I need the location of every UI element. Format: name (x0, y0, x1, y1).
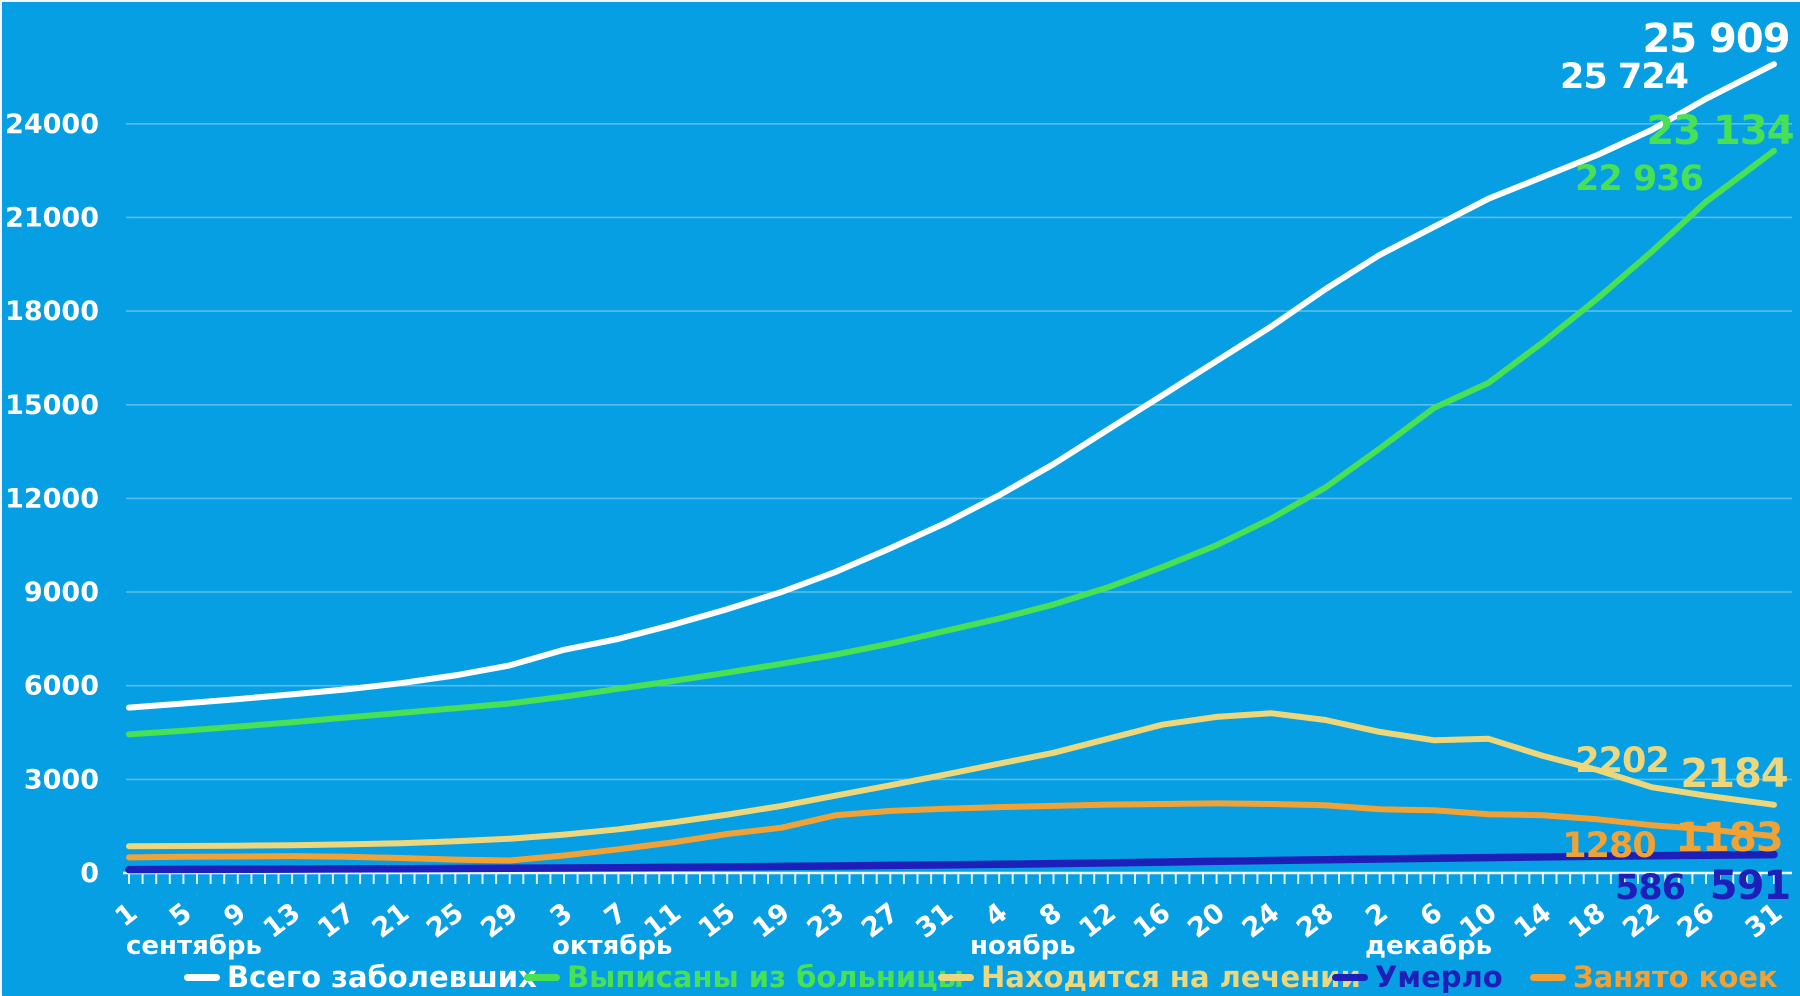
line-under-treatment (126, 710, 1777, 850)
legend-item-deaths: Умерло (1332, 958, 1503, 996)
line-discharged (126, 147, 1777, 738)
value-label-22936: 22 936 (1575, 159, 1703, 199)
month-label-сентябрь: сентябрь (126, 931, 262, 961)
value-label-2202: 2202 (1575, 741, 1668, 781)
line-total-cases (126, 61, 1777, 711)
legend-label-total-cases: Всего заболевших (227, 960, 537, 994)
y-axis-label-21000: 21000 (5, 202, 99, 233)
month-label-ноябрь: ноябрь (970, 931, 1076, 961)
y-axis-label-9000: 9000 (24, 577, 99, 608)
value-label-2184: 2184 (1680, 751, 1787, 797)
y-axis-label-15000: 15000 (5, 390, 99, 421)
legend-item-under-treatment: Находится на лечении (938, 958, 1361, 996)
value-label-23134: 23 134 (1646, 108, 1793, 154)
value-label-1183: 1183 (1675, 815, 1782, 861)
y-axis-label-12000: 12000 (5, 483, 99, 514)
legend: Всего заболевших Выписаны из больницы На… (2, 958, 1800, 996)
legend-item-beds-occupied: Занято коек (1530, 958, 1778, 996)
value-label-591: 591 (1710, 863, 1791, 909)
y-axis-label-24000: 24000 (5, 109, 99, 140)
line-beds-occupied (126, 800, 1777, 864)
value-label-25724: 25 724 (1560, 57, 1688, 97)
legend-swatch-beds-occupied (1530, 973, 1566, 981)
legend-label-discharged: Выписаны из больницы (567, 960, 964, 994)
month-label-октябрь: октябрь (552, 931, 672, 961)
legend-label-deaths: Умерло (1375, 960, 1503, 994)
value-label-25909: 25 909 (1642, 16, 1789, 62)
legend-swatch-discharged (524, 973, 560, 981)
legend-swatch-under-treatment (938, 973, 974, 981)
y-axis-label-0: 0 (80, 858, 99, 889)
legend-item-total-cases: Всего заболевших (184, 958, 537, 996)
y-axis-label-6000: 6000 (24, 671, 99, 702)
legend-item-discharged: Выписаны из больницы (524, 958, 964, 996)
line-deaths (125, 850, 1778, 874)
y-axis-label-3000: 3000 (24, 764, 99, 795)
value-label-586: 586 (1615, 868, 1685, 908)
legend-label-beds-occupied: Занято коек (1573, 960, 1778, 994)
legend-swatch-total-cases (184, 973, 220, 981)
legend-swatch-deaths (1332, 973, 1368, 981)
value-label-1280: 1280 (1562, 826, 1655, 866)
y-axis-label-18000: 18000 (5, 296, 99, 327)
month-label-декабрь: декабрь (1365, 931, 1492, 961)
legend-label-under-treatment: Находится на лечении (981, 960, 1361, 994)
